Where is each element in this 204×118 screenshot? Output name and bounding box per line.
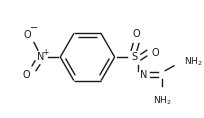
Text: NH$_2$: NH$_2$ <box>152 95 171 107</box>
Text: N: N <box>140 70 147 80</box>
Text: O: O <box>22 70 30 80</box>
Text: −: − <box>30 23 38 33</box>
Text: O: O <box>23 30 31 40</box>
Text: N: N <box>37 52 44 62</box>
Text: O: O <box>132 29 139 39</box>
Text: S: S <box>130 52 136 62</box>
Text: +: + <box>42 48 49 57</box>
Text: NH$_2$: NH$_2$ <box>183 56 201 68</box>
Text: O: O <box>151 48 159 58</box>
